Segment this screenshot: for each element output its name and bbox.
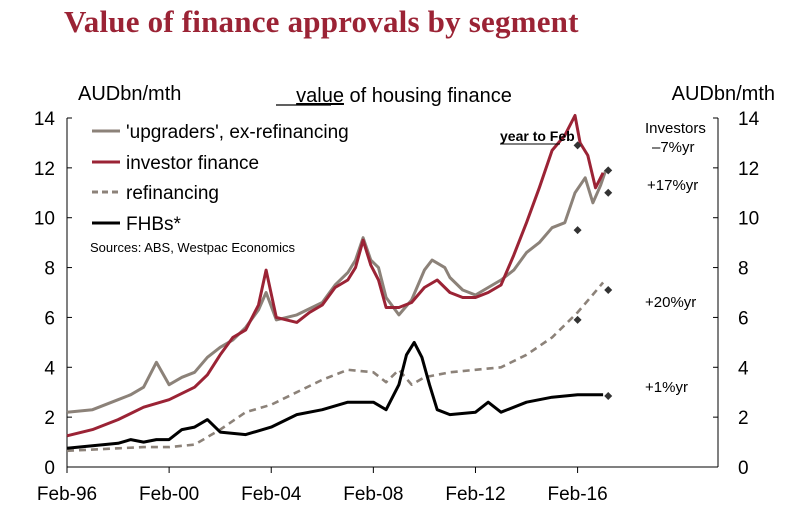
y-tick-label-left: 14 — [34, 109, 56, 130]
chart-title: value of housing finance — [296, 85, 512, 107]
annotation-refinancing-change: +20%yr — [645, 294, 696, 311]
legend-label-3: refinancing — [126, 183, 219, 204]
y-tick-label-left: 0 — [44, 458, 55, 479]
point-marker — [573, 141, 582, 150]
y-tick-label-right: 2 — [738, 408, 749, 429]
series-line-3 — [66, 281, 605, 453]
left-unit-label: AUDbn/mth — [78, 83, 181, 105]
legend-label-2: investor finance — [126, 153, 259, 174]
annotation-investors: Investors — [645, 120, 706, 137]
y-tick-label-right: 0 — [738, 458, 749, 479]
series-line-4 — [66, 340, 604, 450]
annotation-fhb-change: +1%yr — [645, 379, 688, 396]
series-line-2 — [66, 114, 605, 438]
point-marker — [604, 188, 613, 197]
chart-title-rest: of housing finance — [344, 85, 512, 107]
point-marker — [604, 286, 613, 295]
right-unit-label: AUDbn/mth — [672, 83, 775, 105]
slide-title: Value of finance approvals by segment — [64, 4, 579, 39]
x-tick-label: Feb-04 — [241, 484, 302, 505]
x-tick-label: Feb-08 — [343, 484, 403, 505]
y-tick-label-right: 6 — [738, 308, 749, 329]
point-marker — [604, 391, 613, 400]
annotation-year-to: year to Feb — [500, 128, 575, 144]
x-tick-label: Feb-12 — [445, 484, 505, 505]
annotation-investors-change: –7%yr — [652, 139, 695, 156]
y-tick-label-left: 2 — [44, 408, 55, 429]
source-note: Sources: ABS, Westpac Economics — [90, 240, 295, 255]
point-marker — [604, 166, 613, 175]
point-marker — [573, 315, 582, 324]
y-tick-label-right: 14 — [738, 109, 760, 130]
y-tick-label-left: 10 — [34, 209, 55, 230]
legend-label-4: FHBs* — [126, 214, 182, 235]
legend-label-1: 'upgraders', ex-refinancing — [126, 122, 349, 143]
x-tick-label: Feb-00 — [139, 484, 199, 505]
y-tick-label-left: 4 — [44, 358, 55, 379]
point-marker — [573, 226, 582, 235]
y-tick-label-right: 4 — [738, 358, 749, 379]
y-tick-label-right: 12 — [738, 159, 759, 180]
y-tick-label-left: 6 — [44, 308, 55, 329]
x-tick-label: Feb-96 — [37, 484, 97, 505]
y-tick-label-right: 8 — [738, 259, 749, 280]
x-tick-label: Feb-16 — [547, 484, 607, 505]
annotation-upgraders-change: +17%yr — [647, 177, 698, 194]
chart-title-underlined: value — [296, 85, 344, 107]
y-tick-label-left: 8 — [44, 259, 55, 280]
y-tick-label-right: 10 — [738, 209, 759, 230]
y-tick-label-left: 12 — [34, 159, 55, 180]
series-line-1 — [66, 169, 608, 414]
